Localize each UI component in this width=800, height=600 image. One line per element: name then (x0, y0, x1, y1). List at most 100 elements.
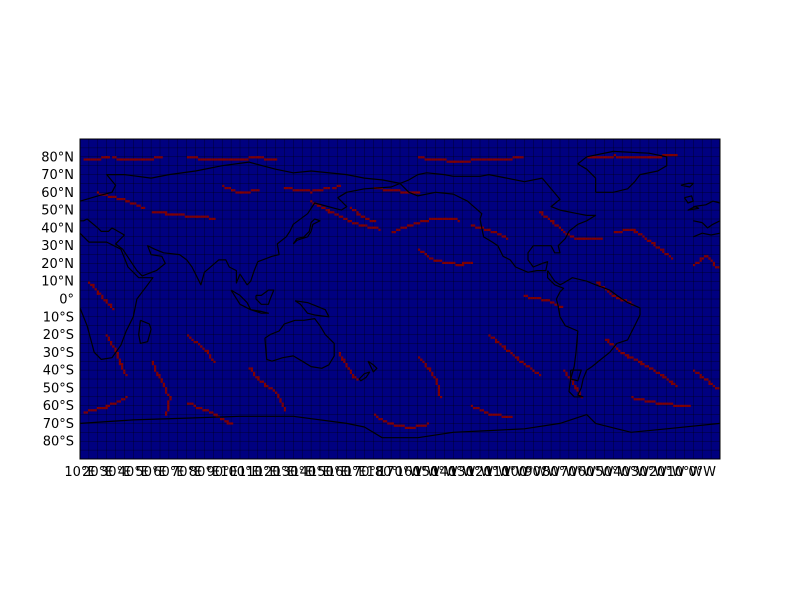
front-trace (338, 352, 359, 381)
front-cell (200, 215, 203, 218)
front-cell (209, 411, 212, 414)
latitude-label: 70°S (43, 417, 74, 432)
longitude-label: 30°E (100, 465, 131, 480)
front-cell (481, 409, 484, 412)
front-cell (679, 404, 682, 407)
front-cell (635, 156, 638, 159)
front-cell (477, 407, 480, 410)
front-cell (187, 334, 190, 337)
front-cell (525, 294, 528, 297)
front-cell (336, 213, 339, 216)
front-cell (270, 158, 273, 161)
front-cell (167, 213, 170, 216)
longitude-label: 140°E (291, 465, 331, 480)
front-cell (607, 290, 610, 293)
front-cell (387, 422, 390, 425)
front-cell (539, 374, 542, 377)
front-cell (415, 424, 418, 427)
front-cell (457, 220, 460, 223)
front-cell (468, 261, 471, 264)
front-cell (470, 158, 473, 161)
front-cell (202, 215, 205, 218)
front-cell (506, 349, 509, 352)
front-cell (231, 189, 234, 192)
front-cell (536, 371, 539, 374)
front-cell (371, 226, 374, 229)
front-cell (697, 371, 700, 374)
front-cell (200, 345, 203, 348)
front-cell (668, 255, 671, 258)
coastline (138, 319, 152, 344)
front-cell (479, 158, 482, 161)
front-cell (629, 301, 632, 304)
front-cell (490, 336, 493, 339)
front-cell (422, 424, 425, 427)
longitude-label: 110°E (238, 465, 278, 480)
front-cell (704, 255, 707, 258)
front-cell (499, 233, 502, 236)
front-cell (90, 409, 93, 412)
front-cell (226, 158, 229, 161)
front-cell (103, 299, 106, 302)
front-cell (613, 231, 616, 234)
front-cell (572, 235, 575, 238)
front-cell (224, 158, 227, 161)
front-cell (418, 191, 421, 194)
front-cell (323, 206, 326, 209)
front-cell (242, 191, 245, 194)
front-cell (330, 211, 333, 214)
front-cell (633, 398, 636, 401)
front-cell (116, 400, 119, 403)
front-cell (418, 222, 421, 225)
front-cell (638, 360, 641, 363)
front-cell (426, 255, 429, 258)
front-cell (341, 356, 344, 359)
front-cell (283, 409, 286, 412)
front-cell (389, 189, 392, 192)
front-cell (226, 422, 229, 425)
front-cell (154, 367, 157, 370)
front-cell (660, 248, 663, 251)
front-cell (431, 374, 434, 377)
coastline (255, 289, 275, 305)
front-cell (424, 365, 427, 368)
front-cell (563, 369, 566, 372)
front-cell (363, 215, 366, 218)
front-cell (116, 352, 119, 355)
front-cell (228, 187, 231, 190)
front-cell (624, 156, 627, 159)
front-cell (385, 189, 388, 192)
front-cell (114, 195, 117, 198)
front-cell (609, 292, 612, 295)
front-cell (178, 213, 181, 216)
front-cell (151, 158, 154, 161)
front-cell (371, 220, 374, 223)
front-cell (140, 158, 143, 161)
front-cell (446, 160, 449, 163)
front-cell (561, 305, 564, 308)
longitude-label: 20°W (649, 465, 685, 480)
front-cell (620, 352, 623, 355)
front-cell (233, 158, 236, 161)
front-cell (198, 158, 201, 161)
front-cell (338, 354, 341, 357)
front-cell (578, 237, 581, 240)
front-cell (270, 387, 273, 390)
front-cell (646, 400, 649, 403)
front-cell (712, 261, 715, 264)
front-cell (206, 215, 209, 218)
front-cell (684, 404, 687, 407)
longitude-label: 50°E (135, 465, 166, 480)
front-cell (213, 158, 216, 161)
front-cell (609, 343, 612, 346)
front-cell (596, 156, 599, 159)
front-cell (426, 220, 429, 223)
front-cell (105, 407, 108, 410)
front-cell (396, 228, 399, 231)
front-cell (657, 246, 660, 249)
front-trace (187, 156, 278, 161)
front-cell (202, 347, 205, 350)
front-cell (167, 402, 170, 405)
front-cell (466, 160, 469, 163)
front-trace (222, 184, 260, 194)
